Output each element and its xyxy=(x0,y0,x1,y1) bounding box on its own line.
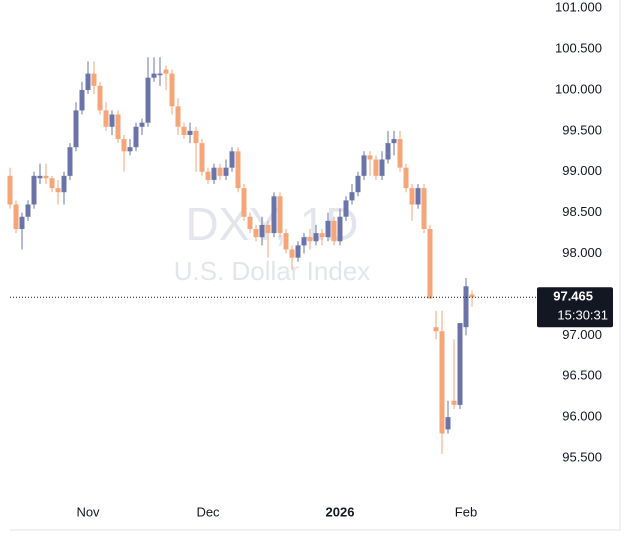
y-tick-label: 101.000 xyxy=(555,0,602,15)
candle-body xyxy=(109,114,115,127)
watermark-name: U.S. Dollar Index xyxy=(174,256,371,286)
y-tick-label: 98.500 xyxy=(562,204,602,219)
candle-body xyxy=(211,167,217,180)
candle-body xyxy=(19,216,25,230)
candle-body xyxy=(457,323,463,405)
candle-body xyxy=(253,229,259,238)
candle-body xyxy=(463,286,469,328)
y-tick-label: 96.000 xyxy=(562,409,602,424)
last-price-box xyxy=(537,287,613,328)
y-tick-label: 99.500 xyxy=(562,122,602,137)
candle-body xyxy=(25,204,31,217)
y-tick-label: 100.000 xyxy=(555,81,602,96)
candle-body xyxy=(67,147,73,176)
candle-body xyxy=(415,188,421,205)
candle-body xyxy=(277,196,283,234)
candle-body xyxy=(79,89,85,111)
candle-body xyxy=(307,237,313,242)
candle-body xyxy=(169,73,175,107)
candle-body xyxy=(445,417,451,430)
y-tick-label: 100.500 xyxy=(555,41,602,56)
candle-body xyxy=(85,73,91,90)
candle-body xyxy=(373,159,379,176)
candle-body xyxy=(91,73,97,86)
candle-body xyxy=(37,175,43,179)
candle-body xyxy=(241,188,247,217)
candle-body xyxy=(103,110,109,127)
candle-body xyxy=(199,143,205,172)
y-tick-label: 96.500 xyxy=(562,368,602,383)
candle-body xyxy=(451,400,457,405)
candle-body xyxy=(403,167,409,189)
candle-body xyxy=(13,204,19,230)
candle-body xyxy=(259,224,265,238)
x-tick-label: Feb xyxy=(455,504,477,519)
candle-body xyxy=(97,85,103,111)
candle-body xyxy=(235,151,241,189)
candle-body xyxy=(331,220,337,242)
candle-body xyxy=(7,175,13,205)
x-tick-label: 2026 xyxy=(326,504,355,519)
x-tick-label: Dec xyxy=(196,504,220,519)
candle-body xyxy=(43,175,49,179)
candle-body xyxy=(49,178,55,189)
candle-body xyxy=(289,249,295,258)
candle-body xyxy=(175,106,181,127)
candle-body xyxy=(193,130,199,144)
candle-body xyxy=(421,188,427,230)
last-price-label: 97.465 xyxy=(553,289,593,304)
candle-body xyxy=(361,155,367,176)
last-time-label: 15:30:31 xyxy=(557,308,608,323)
candle-body xyxy=(121,139,127,152)
candle-body xyxy=(133,126,139,148)
candle-body xyxy=(427,229,433,299)
candle-body xyxy=(409,188,415,205)
y-tick-label: 95.500 xyxy=(562,449,602,464)
candle-body xyxy=(181,126,187,135)
candle-body xyxy=(433,327,439,332)
candle-body xyxy=(247,216,253,230)
candle-body xyxy=(439,331,445,434)
x-tick-label: Nov xyxy=(76,504,100,519)
candle-body xyxy=(397,139,403,168)
candle-body xyxy=(295,245,301,258)
candle-body xyxy=(205,171,211,180)
candle-body xyxy=(73,110,79,148)
candle-body xyxy=(355,175,361,193)
candle-body xyxy=(223,167,229,176)
candle-body xyxy=(349,192,355,201)
candle-body xyxy=(151,73,157,78)
candle-body xyxy=(127,147,133,152)
candle-body xyxy=(469,294,475,298)
y-tick-label: 99.000 xyxy=(562,163,602,178)
candle-body xyxy=(115,114,121,140)
candle-body xyxy=(313,233,319,242)
candle-body xyxy=(139,122,145,127)
candle-body xyxy=(319,233,325,238)
candle-body xyxy=(391,139,397,144)
candle-body xyxy=(325,220,331,238)
y-tick-label: 98.000 xyxy=(562,245,602,260)
candle-body xyxy=(217,167,223,176)
candle-body xyxy=(265,224,271,234)
candle-body xyxy=(301,237,307,246)
candle-body xyxy=(61,175,67,193)
candle-body xyxy=(229,151,235,168)
candle-body xyxy=(283,233,289,250)
candle-body xyxy=(379,159,385,176)
candle-body xyxy=(337,216,343,242)
candle-body xyxy=(385,143,391,160)
candle-body xyxy=(367,155,373,160)
y-tick-label: 97.000 xyxy=(562,327,602,342)
candle-body xyxy=(55,188,61,193)
candle-body xyxy=(31,175,37,205)
candle-body xyxy=(157,73,163,76)
candle-body xyxy=(163,69,169,74)
candle-body xyxy=(343,200,349,217)
candle-body xyxy=(271,196,277,234)
candle-body xyxy=(145,77,151,123)
candle-body xyxy=(187,130,193,135)
